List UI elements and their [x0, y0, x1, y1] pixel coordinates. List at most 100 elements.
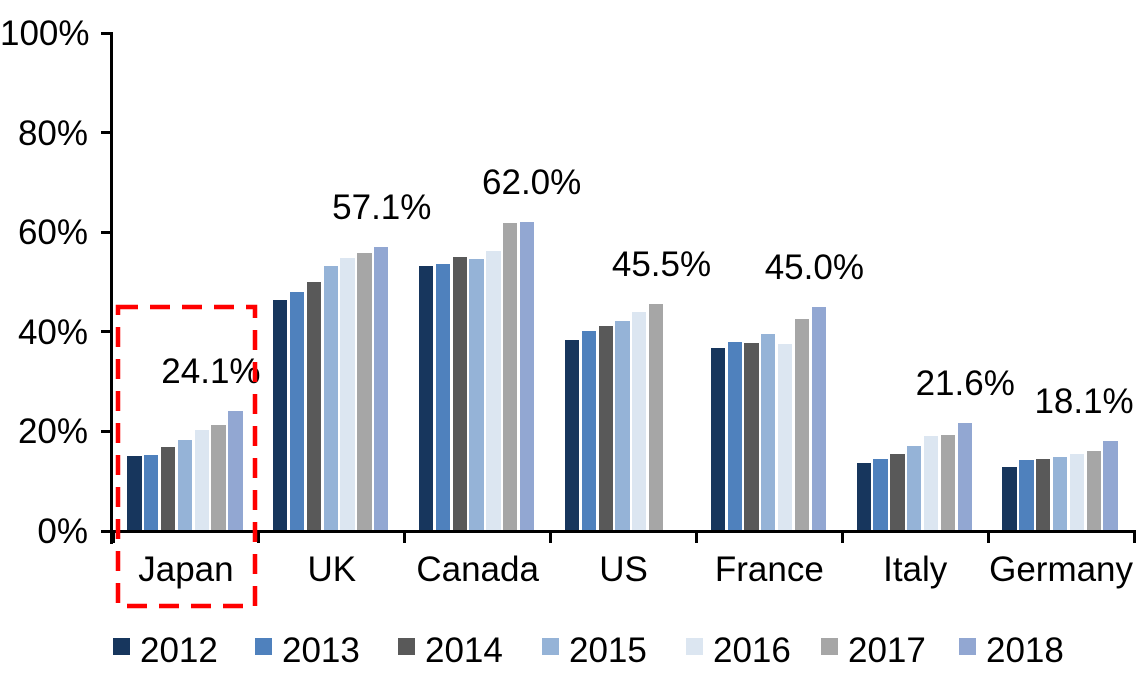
x-axis-label-uk: UK — [307, 550, 357, 589]
bar-canada-2015 — [469, 258, 484, 531]
x-tick-mark-3 — [549, 530, 553, 543]
x-axis-label-germany: Germany — [989, 550, 1134, 589]
bar-us-2015 — [615, 320, 630, 531]
bar-japan-2015 — [177, 440, 193, 531]
x-tick-mark-2 — [403, 530, 407, 543]
bar-japan-2012 — [127, 455, 142, 531]
bar-us-2012 — [564, 340, 580, 531]
y-tick-label-20: 20% — [17, 412, 88, 452]
y-tick-label-60: 60% — [17, 213, 88, 253]
bar-japan-2018 — [228, 410, 243, 531]
bar-us-2017 — [649, 304, 664, 531]
x-tick-mark-6 — [986, 530, 990, 543]
bar-uk-2017 — [357, 253, 372, 531]
bar-italy-2012 — [856, 463, 871, 531]
y-tick-label-80: 80% — [17, 113, 88, 153]
x-axis-line — [110, 530, 1134, 533]
bar-us-2014 — [598, 325, 613, 531]
x-axis-label-france: France — [714, 550, 824, 589]
bar-us-2013 — [581, 330, 596, 531]
legend-swatch-2016 — [686, 638, 703, 655]
x-axis-label-italy: Italy — [883, 550, 948, 589]
data-label-uk: 57.1% — [332, 187, 432, 227]
y-tick-mark-100 — [101, 31, 113, 35]
bar-canada-2017 — [503, 223, 518, 531]
x-tick-mark-4 — [694, 530, 698, 543]
bar-france-2018 — [811, 306, 826, 531]
bar-france-2012 — [710, 348, 725, 531]
bar-uk-2015 — [323, 266, 338, 531]
x-tick-mark-0 — [111, 530, 115, 543]
data-label-germany: 18.1% — [1034, 381, 1134, 421]
legend-label-2017: 2017 — [848, 631, 926, 670]
x-tick-mark-1 — [257, 530, 261, 543]
bar-canada-2013 — [435, 263, 451, 531]
bar-germany-2013 — [1019, 459, 1034, 531]
bar-group-italy — [842, 0, 988, 531]
bar-japan-2017 — [211, 424, 226, 531]
legend-label-2012: 2012 — [140, 631, 218, 670]
bar-uk-2012 — [273, 299, 288, 531]
bar-japan-2016 — [194, 430, 209, 531]
bar-group-us — [551, 0, 697, 531]
bar-group-uk — [259, 0, 405, 531]
bar-italy-2014 — [890, 453, 905, 531]
y-tick-mark-60 — [101, 230, 113, 234]
legend-swatch-2015 — [542, 638, 559, 655]
y-tick-label-0: 0% — [37, 512, 88, 551]
bar-uk-2016 — [340, 257, 355, 531]
bar-germany-2018 — [1103, 440, 1118, 531]
bar-italy-2013 — [873, 459, 888, 531]
legend-swatch-2017 — [821, 638, 838, 655]
data-label-us: 45.5% — [611, 245, 712, 285]
bar-italy-2017 — [940, 434, 956, 531]
data-label-italy: 21.6% — [915, 364, 1015, 404]
bar-france-2014 — [744, 342, 759, 531]
legend-label-2013: 2013 — [282, 631, 360, 670]
bar-germany-2017 — [1086, 450, 1101, 531]
bar-japan-2013 — [144, 454, 159, 531]
bar-france-2013 — [727, 342, 742, 531]
bar-group-france — [696, 0, 842, 531]
bar-us-2016 — [632, 312, 647, 531]
data-label-france: 45.0% — [764, 247, 864, 287]
bar-canada-2014 — [452, 256, 467, 531]
bar-germany-2016 — [1069, 453, 1085, 531]
bar-france-2016 — [778, 344, 793, 531]
x-axis-label-canada: Canada — [416, 550, 539, 589]
bar-japan-2014 — [160, 446, 176, 531]
bar-canada-2016 — [486, 250, 501, 531]
x-tick-mark-7 — [1132, 530, 1136, 543]
bar-group-japan — [113, 0, 259, 531]
y-axis-line — [110, 33, 113, 544]
y-tick-label-40: 40% — [17, 312, 88, 352]
bar-uk-2014 — [306, 281, 322, 531]
bar-canada-2012 — [418, 266, 434, 531]
bar-france-2017 — [794, 319, 810, 531]
bar-group-germany — [988, 0, 1134, 531]
y-tick-label-100: 100% — [0, 14, 90, 53]
bar-france-2015 — [761, 333, 776, 531]
bar-group-canada — [405, 0, 551, 531]
bar-germany-2014 — [1036, 458, 1051, 531]
y-tick-mark-40 — [101, 330, 113, 334]
y-tick-mark-0 — [101, 529, 113, 533]
data-label-canada: 62.0% — [482, 163, 582, 203]
legend-swatch-2013 — [255, 638, 272, 655]
y-tick-mark-20 — [101, 429, 113, 433]
legend-swatch-2018 — [959, 638, 976, 655]
legend-swatch-2014 — [398, 638, 415, 655]
legend-label-2018: 2018 — [986, 631, 1064, 670]
x-tick-mark-5 — [840, 530, 844, 543]
y-tick-mark-80 — [101, 131, 113, 135]
bar-canada-2018 — [519, 222, 535, 531]
bar-uk-2018 — [374, 246, 389, 531]
bar-italy-2015 — [907, 445, 922, 531]
legend-label-2014: 2014 — [425, 631, 503, 670]
legend-label-2015: 2015 — [569, 631, 647, 670]
bar-italy-2016 — [923, 435, 939, 531]
bar-uk-2013 — [289, 292, 305, 531]
bar-germany-2015 — [1052, 456, 1068, 531]
data-label-japan: 24.1% — [161, 351, 261, 391]
